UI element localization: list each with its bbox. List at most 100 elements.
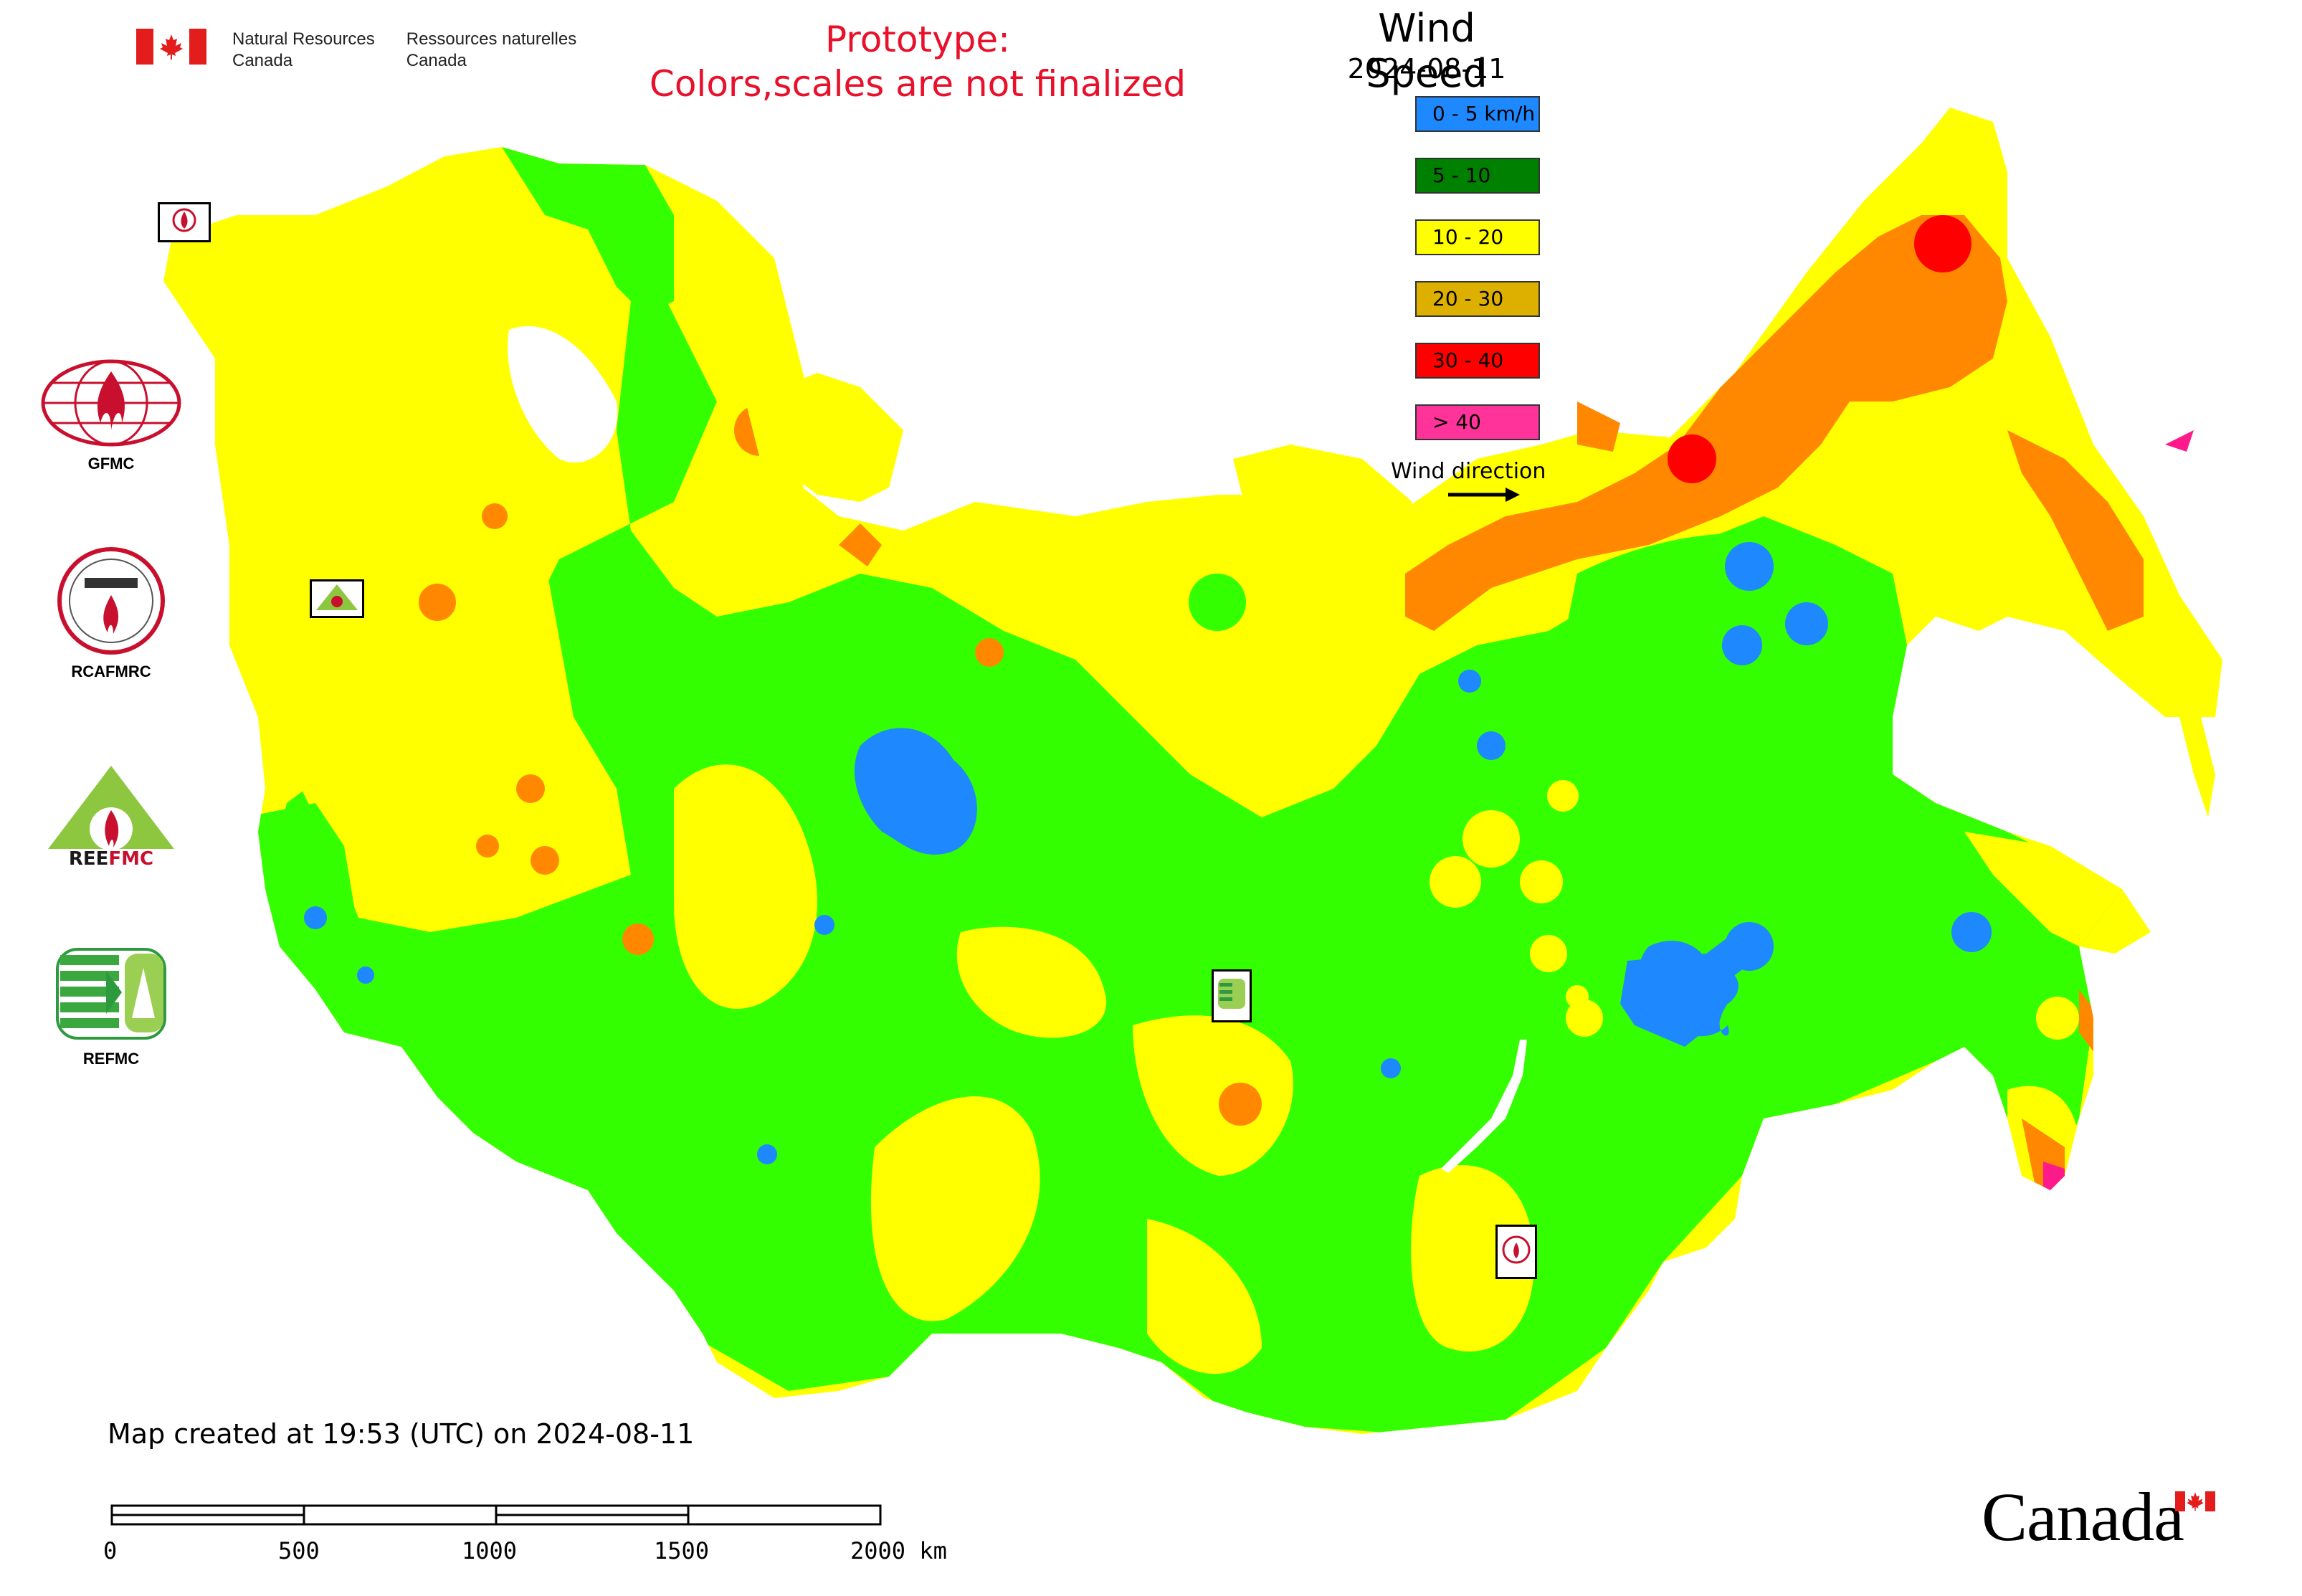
zone-calm — [1381, 1058, 1401, 1078]
zone-calm — [1722, 625, 1762, 665]
gov-fr-line2: Canada — [406, 51, 467, 70]
wind-direction-arrow — [1448, 488, 1520, 502]
scale-tick-label: 1000 — [462, 1537, 518, 1564]
org-rcafmrc[interactable]: RCAFMRC — [29, 545, 194, 681]
legend-title: Wind Speed — [1366, 6, 1488, 96]
gov-en-line1: Natural Resources — [232, 29, 375, 49]
reefmc-map-marker[interactable] — [310, 579, 364, 618]
legend-date: 2024-08-11 — [1347, 53, 1506, 85]
scale-bar — [110, 1504, 882, 1526]
arctic-islands — [1189, 574, 1246, 631]
zone-extreme-wind — [2043, 1162, 2065, 1205]
legend-swatch: 30 - 40 — [1415, 343, 1540, 379]
scale-tick-label: 0 — [103, 1537, 118, 1564]
refmc-stripes-logo — [56, 948, 166, 1040]
zone-calm — [304, 906, 327, 929]
rcafmrc-map-marker[interactable] — [1495, 1225, 1537, 1279]
kuril-tip — [2165, 430, 2194, 452]
map-created-timestamp: Map created at 19:53 (UTC) on 2024-08-11 — [108, 1418, 695, 1450]
zone-calm — [1477, 731, 1506, 760]
canada-wordmark-flag-icon — [2175, 1491, 2215, 1511]
scale-tick-label: 2000 km — [850, 1537, 947, 1564]
arctic-islands — [1577, 402, 1620, 452]
zone-strong-wind — [516, 774, 545, 803]
legend-swatch: 5 - 10 — [1415, 158, 1540, 194]
zone-moderate-patch — [2036, 997, 2079, 1040]
zone-strong-wind — [419, 584, 456, 621]
zone-moderate-patch — [1462, 810, 1520, 868]
zone-calm — [1725, 922, 1774, 971]
reefmc-triangle-logo: REEFMC — [36, 766, 186, 870]
scale-tick-label: 500 — [278, 1537, 320, 1564]
arctic-islands — [839, 523, 882, 566]
legend-swatch: 0 - 5 km/h — [1415, 96, 1540, 132]
prototype-line2: Colors,scales are not finalized — [649, 63, 1186, 105]
zone-light-wind — [258, 165, 2122, 1434]
zone-strong-wind — [2007, 430, 2144, 631]
gov-en-line2: Canada — [232, 51, 293, 70]
zone-moderate-patch — [1411, 1165, 1534, 1352]
zone-calm — [757, 1144, 777, 1164]
zone-moderate-patch — [1133, 1015, 1293, 1176]
org-refmc[interactable]: REFMC — [29, 946, 194, 1068]
zone-calm — [1951, 912, 1992, 952]
zone-strong-wind — [476, 835, 499, 858]
zone-calm — [1620, 932, 1764, 1047]
gfmc-globe-flame-logo — [41, 359, 181, 447]
zone-moderate-patch — [1566, 999, 1603, 1037]
zone-calm — [357, 966, 374, 984]
prototype-notice: Prototype: Colors,scales are not finaliz… — [645, 17, 1190, 106]
scale-tick-label: 1500 — [654, 1537, 710, 1564]
svg-text:REEFMC: REEFMC — [69, 848, 153, 870]
gfmc-map-marker[interactable] — [158, 202, 211, 242]
zone-calm — [814, 915, 834, 935]
lake-baikal — [1441, 1040, 1527, 1173]
government-signature: Natural Resources Canada Ressources natu… — [136, 29, 576, 72]
rcafmrc-seal-logo — [57, 547, 165, 655]
zone-moderate-patch — [1147, 1219, 1262, 1374]
legend-swatch: > 40 — [1415, 404, 1540, 440]
legend-swatch: 20 - 30 — [1415, 281, 1540, 317]
legend-swatch: 10 - 20 — [1415, 219, 1540, 255]
gov-name-english: Natural Resources Canada — [232, 29, 375, 72]
canada-wordmark: Canada — [1982, 1478, 2184, 1555]
refmc-map-marker[interactable] — [1212, 969, 1252, 1022]
zone-strong-wind — [531, 846, 559, 875]
zone-moderate-patch — [1520, 860, 1563, 903]
sakhalin — [2179, 667, 2215, 817]
zone-strong-wind — [482, 503, 508, 529]
zone-very-strong-wind — [1668, 434, 1716, 483]
org-gfmc[interactable]: GFMC — [29, 358, 194, 473]
prototype-line1: Prototype: — [824, 19, 1011, 60]
zone-light-wind — [502, 147, 674, 315]
org-name-rcafmrc: RCAFMRC — [71, 662, 151, 680]
gov-fr-line1: Ressources naturelles — [406, 29, 577, 49]
arctic-islands — [746, 373, 903, 502]
zone-strong-wind — [975, 638, 1004, 667]
zone-moderate-patch — [956, 926, 1107, 1038]
gov-name-french: Ressources naturelles Canada — [406, 29, 576, 72]
zone-strong-wind — [1219, 1083, 1262, 1126]
zone-moderate-patch — [1547, 780, 1579, 812]
canada-flag-icon — [136, 29, 206, 65]
arctic-islands — [1233, 445, 1412, 559]
zone-moderate-patch — [1566, 985, 1589, 1008]
zone-moderate-patch — [674, 764, 817, 1010]
zone-moderate-patch — [1530, 935, 1567, 972]
zone-very-strong-wind — [1914, 215, 1972, 272]
org-name-gfmc: GFMC — [87, 455, 135, 472]
zone-moderate-patch — [1430, 856, 1481, 908]
water-body — [508, 326, 618, 463]
zone-moderate-patch — [870, 1096, 1040, 1321]
wind-direction-label: Wind direction — [1391, 459, 1546, 484]
org-reefmc[interactable]: REEFMC — [29, 760, 194, 878]
zone-strong-wind — [1405, 215, 2007, 631]
zone-calm — [1458, 670, 1481, 693]
zone-moderate-patch — [1964, 832, 2122, 946]
zone-calm — [854, 728, 977, 855]
zone-strong-wind — [622, 923, 654, 955]
org-name-refmc: REFMC — [82, 1050, 140, 1068]
zone-calm — [1785, 602, 1828, 645]
zone-calm — [1725, 542, 1774, 591]
